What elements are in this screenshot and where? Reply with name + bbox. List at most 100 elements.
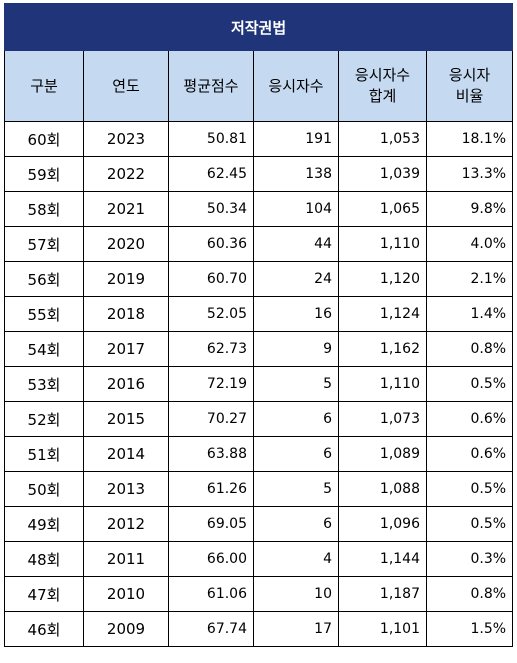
year-cell: 2022 (83, 156, 169, 192)
table-row: 54회 2017 62.73 9 1,162 0.8% (4, 331, 514, 367)
examinee-ratio-cell: 1.5% (425, 611, 514, 647)
year-cell: 2013 (83, 471, 169, 507)
examinees-total-cell: 1,124 (338, 296, 427, 332)
examinees-total-cell: 1,053 (338, 121, 427, 157)
examinee-ratio-cell: 9.8% (425, 191, 514, 227)
table-row: 46회 2009 67.74 17 1,101 1.5% (4, 611, 514, 647)
year-cell: 2012 (83, 506, 169, 542)
division-cell: 53회 (4, 366, 84, 402)
year-cell: 2020 (83, 226, 169, 262)
examinees-total-cell: 1,110 (338, 366, 427, 402)
examinees-cell: 17 (253, 611, 339, 647)
division-cell: 59회 (4, 156, 84, 192)
header-examinees-total: 응시자수 합계 (338, 50, 427, 122)
year-cell: 2018 (83, 296, 169, 332)
examinee-ratio-cell: 0.5% (425, 366, 514, 402)
year-cell: 2010 (83, 576, 169, 612)
division-cell: 50회 (4, 471, 84, 507)
examinees-total-cell: 1,088 (338, 471, 427, 507)
score-table-container: 저작권법 구분 연도 평균점수 응시자수 응시자수 합계 응시자 비율 60회 2023 50.8… (3, 3, 514, 647)
division-cell: 55회 (4, 296, 84, 332)
division-cell: 57회 (4, 226, 84, 262)
table-row: 48회 2011 66.00 4 1,144 0.3% (4, 541, 514, 577)
examinee-ratio-cell: 4.0% (425, 226, 514, 262)
average-score-cell: 61.26 (168, 471, 254, 507)
division-cell: 47회 (4, 576, 84, 612)
division-cell: 48회 (4, 541, 84, 577)
examinees-total-cell: 1,101 (338, 611, 427, 647)
examinees-total-cell: 1,162 (338, 331, 427, 367)
examinees-cell: 6 (253, 506, 339, 542)
examinee-ratio-cell: 0.3% (425, 541, 514, 577)
examinee-ratio-cell: 0.8% (425, 331, 514, 367)
year-cell: 2021 (83, 191, 169, 227)
score-table: 저작권법 구분 연도 평균점수 응시자수 응시자수 합계 응시자 비율 60회 2023 50.8… (3, 3, 514, 647)
average-score-cell: 61.06 (168, 576, 254, 612)
examinee-ratio-cell: 2.1% (425, 261, 514, 297)
division-cell: 60회 (4, 121, 84, 157)
header-year: 연도 (83, 50, 169, 122)
examinees-total-cell: 1,039 (338, 156, 427, 192)
division-cell: 46회 (4, 611, 84, 647)
examinees-cell: 24 (253, 261, 339, 297)
examinees-cell: 44 (253, 226, 339, 262)
examinee-ratio-cell: 0.6% (425, 436, 514, 472)
examinees-cell: 191 (253, 121, 339, 157)
division-cell: 49회 (4, 506, 84, 542)
examinees-total-cell: 1,120 (338, 261, 427, 297)
year-cell: 2023 (83, 121, 169, 157)
year-cell: 2019 (83, 261, 169, 297)
year-cell: 2009 (83, 611, 169, 647)
examinees-cell: 16 (253, 296, 339, 332)
table-row: 58회 2021 50.34 104 1,065 9.8% (4, 191, 514, 227)
header-division: 구분 (4, 50, 84, 122)
table-row: 52회 2015 70.27 6 1,073 0.6% (4, 401, 514, 437)
table-row: 51회 2014 63.88 6 1,089 0.6% (4, 436, 514, 472)
examinees-total-cell: 1,089 (338, 436, 427, 472)
average-score-cell: 62.73 (168, 331, 254, 367)
examinees-total-cell: 1,110 (338, 226, 427, 262)
division-cell: 56회 (4, 261, 84, 297)
year-cell: 2017 (83, 331, 169, 367)
header-average-score: 평균점수 (168, 50, 254, 122)
table-row: 60회 2023 50.81 191 1,053 18.1% (4, 121, 514, 157)
examinee-ratio-cell: 0.6% (425, 401, 514, 437)
average-score-cell: 70.27 (168, 401, 254, 437)
average-score-cell: 62.45 (168, 156, 254, 192)
examinee-ratio-cell: 1.4% (425, 296, 514, 332)
table-body: 60회 2023 50.81 191 1,053 18.1% 59회 2022 62.45 138… (4, 121, 514, 647)
average-score-cell: 60.36 (168, 226, 254, 262)
examinees-cell: 9 (253, 331, 339, 367)
year-cell: 2014 (83, 436, 169, 472)
examinees-total-cell: 1,073 (338, 401, 427, 437)
examinees-cell: 6 (253, 436, 339, 472)
table-row: 49회 2012 69.05 6 1,096 0.5% (4, 506, 514, 542)
examinee-ratio-cell: 13.3% (425, 156, 514, 192)
table-row: 47회 2010 61.06 10 1,187 0.8% (4, 576, 514, 612)
header-examinees: 응시자수 (253, 50, 339, 122)
header-row: 구분 연도 평균점수 응시자수 응시자수 합계 응시자 비율 (4, 50, 514, 122)
division-cell: 58회 (4, 191, 84, 227)
division-cell: 52회 (4, 401, 84, 437)
examinee-ratio-cell: 0.5% (425, 471, 514, 507)
table-row: 50회 2013 61.26 5 1,088 0.5% (4, 471, 514, 507)
examinees-cell: 4 (253, 541, 339, 577)
table-row: 53회 2016 72.19 5 1,110 0.5% (4, 366, 514, 402)
division-cell: 51회 (4, 436, 84, 472)
examinees-cell: 138 (253, 156, 339, 192)
table-title: 저작권법 (3, 3, 514, 51)
average-score-cell: 50.34 (168, 191, 254, 227)
division-cell: 54회 (4, 331, 84, 367)
average-score-cell: 72.19 (168, 366, 254, 402)
examinees-cell: 104 (253, 191, 339, 227)
table-row: 59회 2022 62.45 138 1,039 13.3% (4, 156, 514, 192)
average-score-cell: 63.88 (168, 436, 254, 472)
average-score-cell: 60.70 (168, 261, 254, 297)
examinee-ratio-cell: 0.5% (425, 506, 514, 542)
examinees-cell: 5 (253, 471, 339, 507)
examinees-cell: 5 (253, 366, 339, 402)
table-row: 56회 2019 60.70 24 1,120 2.1% (4, 261, 514, 297)
examinee-ratio-cell: 0.8% (425, 576, 514, 612)
average-score-cell: 66.00 (168, 541, 254, 577)
examinees-cell: 10 (253, 576, 339, 612)
